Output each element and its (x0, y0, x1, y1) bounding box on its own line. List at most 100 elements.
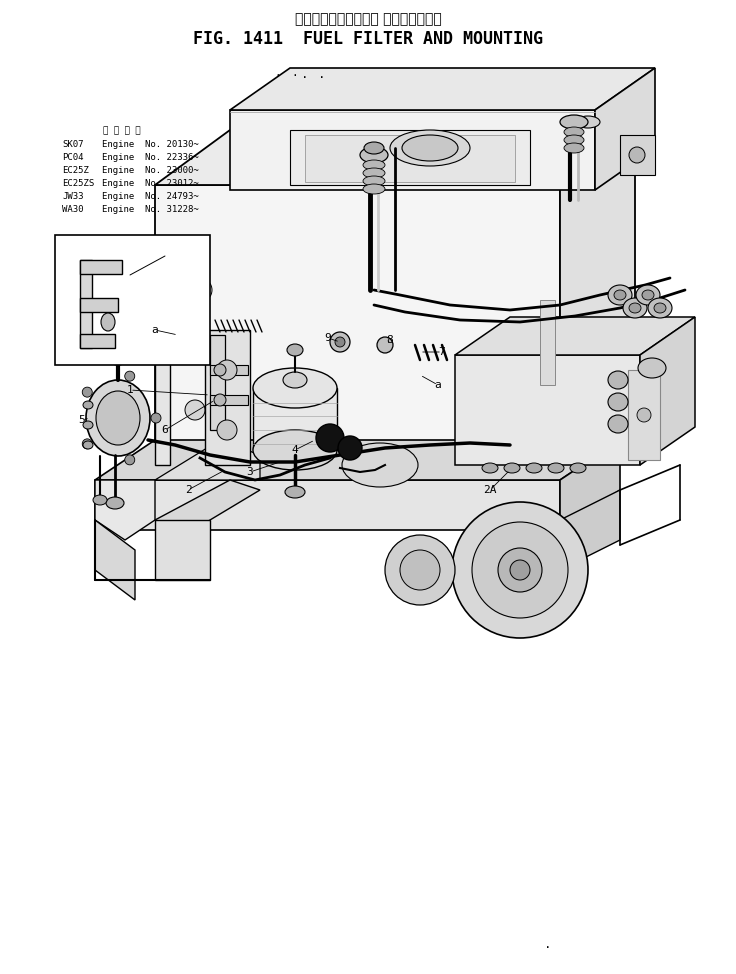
Text: Engine  No. 23000~: Engine No. 23000~ (102, 166, 199, 175)
Ellipse shape (629, 303, 641, 313)
Text: 適 用 号 機: 適 用 号 機 (103, 126, 141, 135)
Polygon shape (230, 68, 655, 110)
Text: Engine  No. 22336~: Engine No. 22336~ (102, 153, 199, 162)
Polygon shape (55, 235, 210, 365)
Polygon shape (595, 68, 655, 190)
Ellipse shape (363, 176, 385, 186)
Polygon shape (155, 330, 205, 465)
Ellipse shape (629, 147, 645, 163)
Ellipse shape (608, 393, 628, 411)
Polygon shape (560, 490, 620, 570)
Polygon shape (80, 260, 92, 348)
Text: 2: 2 (185, 485, 191, 495)
Polygon shape (95, 480, 155, 540)
Ellipse shape (385, 535, 455, 605)
Ellipse shape (335, 337, 345, 347)
Ellipse shape (316, 424, 344, 452)
Ellipse shape (637, 408, 651, 422)
Text: .: . (544, 938, 552, 951)
Ellipse shape (642, 290, 654, 300)
Ellipse shape (564, 135, 584, 145)
Ellipse shape (623, 298, 647, 318)
Ellipse shape (638, 358, 666, 378)
Polygon shape (80, 260, 122, 274)
Ellipse shape (526, 463, 542, 473)
Polygon shape (253, 388, 337, 450)
Text: 2A: 2A (484, 485, 497, 495)
Text: a: a (152, 325, 158, 335)
Ellipse shape (576, 116, 600, 128)
Ellipse shape (86, 380, 150, 456)
Polygon shape (620, 135, 655, 175)
Text: EC25ZS: EC25ZS (62, 179, 94, 188)
Polygon shape (80, 298, 118, 312)
Ellipse shape (185, 400, 205, 420)
Polygon shape (95, 520, 135, 600)
Ellipse shape (217, 420, 237, 440)
Ellipse shape (253, 430, 337, 470)
Ellipse shape (452, 502, 588, 638)
Ellipse shape (504, 463, 520, 473)
Ellipse shape (253, 368, 337, 408)
Ellipse shape (402, 135, 458, 161)
Ellipse shape (83, 441, 93, 449)
Ellipse shape (564, 143, 584, 153)
Polygon shape (155, 440, 260, 480)
Polygon shape (628, 370, 660, 460)
Ellipse shape (214, 364, 226, 376)
Ellipse shape (124, 371, 135, 381)
Ellipse shape (648, 298, 672, 318)
Text: Engine  No. 23012~: Engine No. 23012~ (102, 179, 199, 188)
Polygon shape (640, 317, 695, 465)
Polygon shape (305, 135, 515, 182)
Text: JW33: JW33 (62, 192, 83, 201)
Polygon shape (155, 520, 210, 580)
Ellipse shape (96, 391, 140, 445)
Text: 4: 4 (291, 445, 298, 455)
Ellipse shape (108, 351, 128, 365)
Ellipse shape (338, 436, 362, 460)
Text: PC04: PC04 (62, 153, 83, 162)
Polygon shape (540, 300, 555, 385)
Text: .: . (275, 68, 281, 78)
Ellipse shape (101, 313, 115, 331)
Ellipse shape (106, 497, 124, 509)
Text: FIG. 1411  FUEL FILTER AND MOUNTING: FIG. 1411 FUEL FILTER AND MOUNTING (193, 30, 543, 48)
Text: Engine  No. 20130~: Engine No. 20130~ (102, 140, 199, 149)
Ellipse shape (560, 115, 588, 129)
Text: SK07: SK07 (62, 140, 83, 149)
Text: 6: 6 (162, 425, 169, 435)
Text: 6: 6 (168, 248, 174, 258)
Text: .: . (301, 68, 308, 81)
Polygon shape (155, 480, 260, 535)
Polygon shape (95, 440, 620, 480)
Ellipse shape (287, 344, 303, 356)
Ellipse shape (82, 439, 92, 449)
Ellipse shape (548, 463, 564, 473)
Ellipse shape (363, 168, 385, 178)
Ellipse shape (151, 413, 161, 423)
Ellipse shape (124, 455, 135, 465)
Ellipse shape (285, 486, 305, 498)
Polygon shape (210, 395, 248, 405)
Ellipse shape (482, 463, 498, 473)
Polygon shape (560, 130, 635, 480)
Polygon shape (210, 365, 248, 375)
Text: .: . (291, 68, 298, 78)
Polygon shape (230, 110, 595, 190)
Text: 7: 7 (439, 347, 445, 357)
Ellipse shape (83, 401, 93, 409)
Text: EC25Z: EC25Z (62, 166, 89, 175)
Text: Engine  No. 24793~: Engine No. 24793~ (102, 192, 199, 201)
Text: 3: 3 (247, 467, 253, 477)
Polygon shape (290, 130, 530, 185)
Ellipse shape (360, 147, 388, 163)
Ellipse shape (608, 371, 628, 389)
Ellipse shape (472, 522, 568, 618)
Polygon shape (455, 355, 640, 465)
Text: a: a (435, 380, 442, 390)
Ellipse shape (614, 290, 626, 300)
Polygon shape (560, 440, 620, 530)
Polygon shape (205, 330, 250, 465)
Ellipse shape (217, 360, 237, 380)
